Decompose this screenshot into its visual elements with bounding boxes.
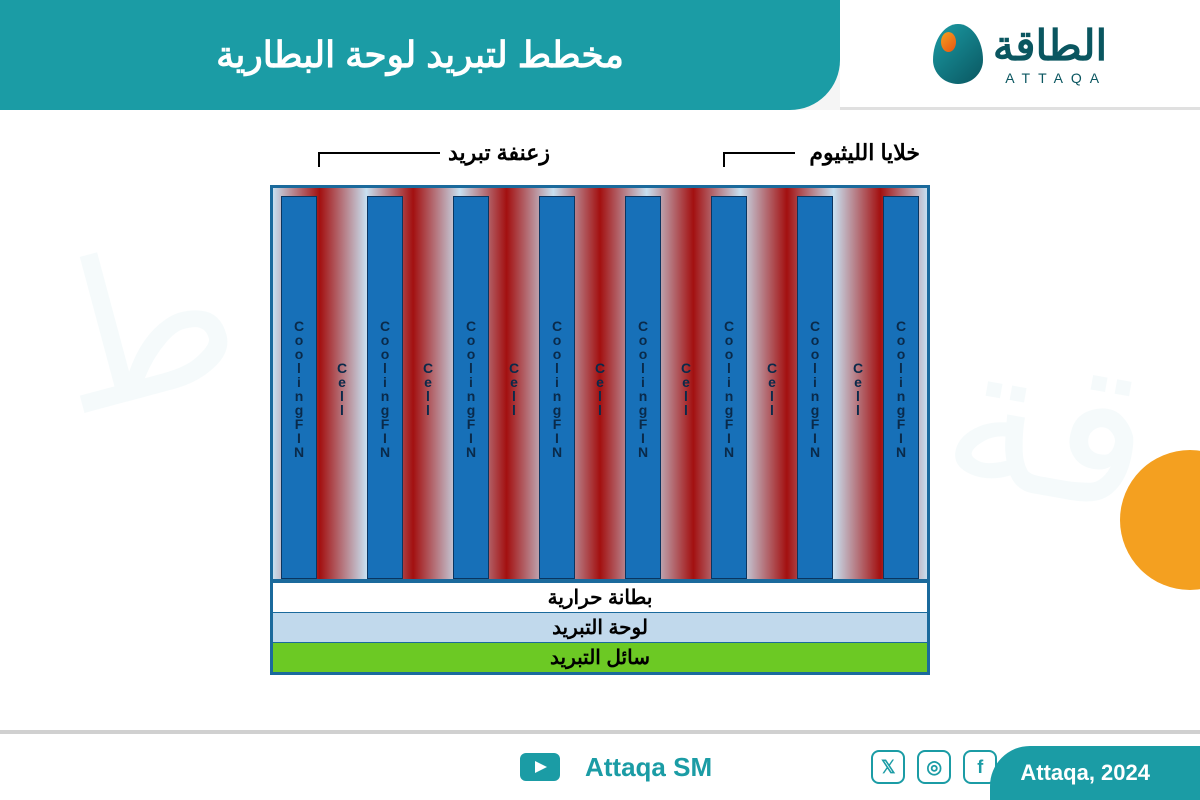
battery-cells-row: CoolingFINCellCoolingFINCellCoolingFINCe… <box>273 188 927 579</box>
watermark: ط <box>23 190 262 463</box>
battery-cell: Cell <box>317 196 367 579</box>
cooling-fin: CoolingFIN <box>883 196 919 579</box>
layer-سائل التبريد: سائل التبريد <box>273 642 927 672</box>
youtube-icon[interactable] <box>520 753 560 781</box>
callout-line <box>725 152 795 154</box>
credit-pill: Attaqa, 2024 <box>990 746 1200 800</box>
callout-row: خلايا الليثيوم زعنفة تبريد <box>150 140 1050 185</box>
battery-cell: Cell <box>575 196 625 579</box>
layer-بطانة حرارية: بطانة حرارية <box>273 582 927 612</box>
youtube-handle: Attaqa SM <box>585 752 712 783</box>
callout-line <box>320 152 440 154</box>
logo-arabic: الطاقة <box>993 21 1107 70</box>
x-icon[interactable]: 𝕏 <box>871 750 905 784</box>
instagram-icon[interactable]: ◎ <box>917 750 951 784</box>
youtube-group: Attaqa SM <box>520 752 727 783</box>
cooling-fin: CoolingFIN <box>625 196 661 579</box>
battery-diagram: CoolingFINCellCoolingFINCellCoolingFINCe… <box>270 185 930 675</box>
battery-cell: Cell <box>403 196 453 579</box>
callout-lithium: خلايا الليثيوم <box>809 140 920 166</box>
battery-cell: Cell <box>747 196 797 579</box>
base-layers: بطانة حراريةلوحة التبريدسائل التبريد <box>273 579 927 672</box>
logo-english: ATTAQA <box>1005 70 1107 86</box>
accent-circle <box>1120 450 1200 590</box>
title-bar: مخطط لتبريد لوحة البطارية <box>0 0 840 110</box>
cooling-fin: CoolingFIN <box>281 196 317 579</box>
logo-container: الطاقة ATTAQA <box>840 0 1200 110</box>
cooling-fin: CoolingFIN <box>367 196 403 579</box>
layer-لوحة التبريد: لوحة التبريد <box>273 612 927 642</box>
cooling-fin: CoolingFIN <box>797 196 833 579</box>
logo-drop-icon <box>933 24 983 84</box>
cooling-fin: CoolingFIN <box>539 196 575 579</box>
battery-cell: Cell <box>833 196 883 579</box>
cooling-fin: CoolingFIN <box>453 196 489 579</box>
callout-tick <box>318 152 320 167</box>
callout-tick <box>723 152 725 167</box>
battery-cell: Cell <box>661 196 711 579</box>
cooling-fin: CoolingFIN <box>711 196 747 579</box>
battery-cell: Cell <box>489 196 539 579</box>
page-title: مخطط لتبريد لوحة البطارية <box>216 34 624 76</box>
callout-fin: زعنفة تبريد <box>448 140 550 166</box>
